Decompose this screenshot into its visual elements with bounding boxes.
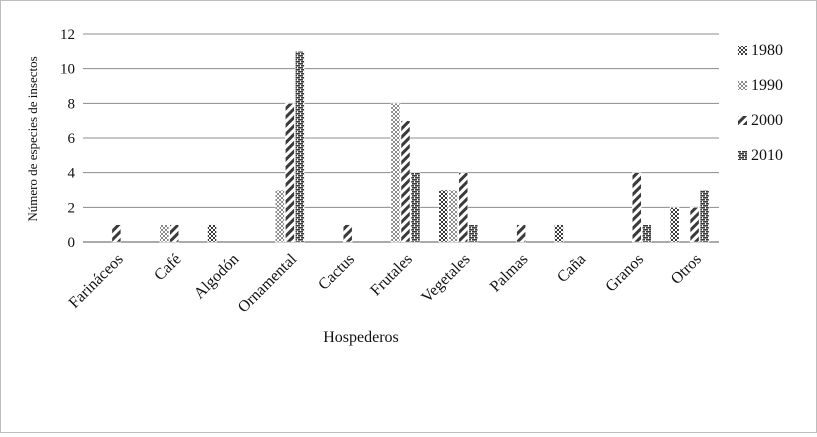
x-tick-label-ornamental: Ornamental [235,250,301,316]
bar-otros-1980 [669,207,680,243]
bar-farinaceos-2000 [111,224,122,243]
x-tick-label-frutales: Frutales [367,251,415,299]
bar-frutales-2010 [410,172,421,243]
bar-ornamental-1990 [275,189,285,243]
bar-palmas-2000 [516,224,526,243]
bar-ornamental-2000 [285,103,295,243]
x-tick-label-farinaceos: Farináceos [66,251,127,312]
bar-ornamental-2010 [295,51,305,243]
bar-cafe-1990 [159,224,169,243]
x-axis-title: Hospederos [323,329,399,346]
legend-label-2000: 2000 [751,112,783,129]
y-tick-label-4: 4 [68,166,76,182]
y-tick-label-2: 2 [68,200,76,216]
bars [111,51,710,243]
bar-vegetales-2000 [458,172,469,243]
x-tick-label-vegetales: Vegetales [418,251,473,306]
y-axis-title: Número de especies de insectos [25,56,40,221]
bar-vegetales-1980 [438,189,449,243]
bar-vegetales-2010 [468,224,479,243]
legend-swatch-2010 [738,151,747,160]
legend: 1980 1990 2000 2010 [738,42,783,164]
bar-otros-2000 [689,207,700,243]
x-tick-label-cactus: Cactus [315,251,358,294]
bar-otros-2010 [699,189,710,243]
legend-label-1990: 1990 [751,77,783,94]
legend-label-2010: 2010 [751,147,783,164]
y-tick-label-12: 12 [60,27,75,43]
bar-granos-2010 [642,224,652,243]
y-tick-label-0: 0 [68,235,76,251]
legend-swatch-1980 [738,46,747,55]
x-tick-label-granos: Granos [602,251,647,296]
bar-frutales-1990 [390,103,401,243]
legend-label-1980: 1980 [751,42,783,59]
bar-frutales-2000 [400,120,411,243]
bar-granos-2000 [632,172,642,243]
bar-cafe-2000 [169,224,179,243]
bar-algodon-1980 [207,224,217,243]
legend-swatch-1990 [738,81,747,90]
bar-cana-1980 [554,224,564,243]
legend-swatch-2000 [738,116,747,125]
bar-vegetales-1990 [448,189,459,243]
x-tick-label-palmas: Palmas [487,251,532,296]
y-tick-label-8: 8 [68,96,76,112]
y-tick-labels: 0 2 4 6 8 10 12 [60,27,76,251]
y-tick-label-10: 10 [60,62,75,78]
x-tick-label-algodon: Algodón [191,251,243,303]
y-tick-label-6: 6 [68,131,76,147]
x-tick-label-cafe: Café [151,251,184,284]
bar-cactus-2000 [342,224,353,243]
x-tick-label-cana: Caña [554,251,589,286]
x-tick-label-otros: Otros [668,251,705,288]
